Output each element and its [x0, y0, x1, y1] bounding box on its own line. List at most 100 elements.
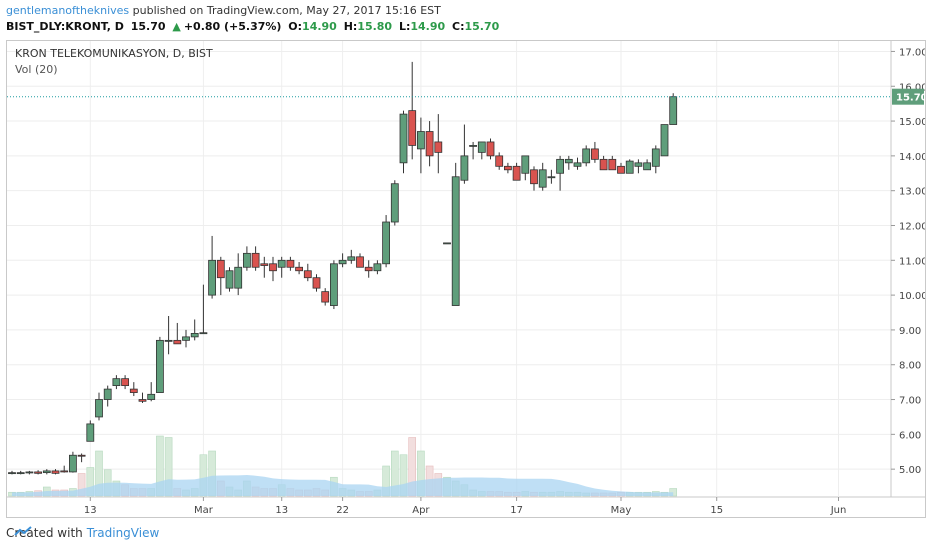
candles	[8, 61, 678, 475]
x-tick-label: 17	[510, 505, 523, 516]
candle-body	[495, 155, 504, 167]
candle-body	[173, 339, 182, 345]
candle-body	[634, 162, 643, 167]
y-tick-label: 16.00	[899, 82, 925, 93]
candle-body	[25, 471, 34, 474]
candle-body	[373, 263, 382, 272]
y-tick-label: 15.00	[899, 117, 925, 128]
candle-body	[147, 393, 156, 400]
close-value: 15.70	[464, 20, 500, 33]
candle-body	[617, 165, 625, 174]
y-tick-label: 5.00	[899, 465, 921, 476]
candle-body	[251, 252, 260, 268]
candle-body	[530, 169, 538, 185]
candle-body	[312, 277, 321, 289]
candle-body	[399, 113, 408, 164]
candle-body	[390, 183, 399, 223]
candle-body	[216, 259, 225, 279]
candle-body	[86, 423, 95, 442]
candle-body	[364, 266, 373, 272]
ohlc-line: BIST_DLY:KRONT, D 15.70 ▲ +0.80 (+5.37%) …	[6, 20, 502, 33]
chart-title: KRON TELEKOMUNIKASYON, D, BIST	[15, 47, 213, 60]
candle-body	[416, 131, 425, 150]
y-tick-label: 10.00	[899, 291, 925, 302]
last-price-label: 15.70	[896, 93, 925, 104]
symbol-label: BIST_DLY:KRONT, D	[6, 20, 124, 33]
candle-body	[538, 169, 547, 188]
created-with-text: Created with	[6, 526, 83, 540]
candle-body	[95, 399, 103, 418]
grid	[7, 41, 925, 498]
candle-body	[8, 472, 16, 475]
candle-body	[443, 242, 451, 245]
last-price-badge	[892, 88, 924, 105]
x-tick-label: May	[611, 505, 632, 516]
candle-body	[34, 471, 43, 474]
candle-body	[573, 162, 582, 167]
candle-body	[260, 263, 269, 266]
x-tick-label: Apr	[412, 505, 430, 516]
candle-body	[42, 470, 51, 474]
candle-body	[103, 388, 112, 400]
candle-body	[208, 259, 217, 296]
high-value: 15.80	[357, 20, 393, 33]
up-arrow-icon: ▲	[172, 20, 181, 33]
x-tick-label: 15	[710, 505, 723, 516]
chart-area[interactable]: 17.00 16.00 15.00 14.00 13.00 12.00 11.00 10.00…	[6, 40, 926, 518]
tradingview-brand[interactable]: TradingView	[86, 526, 160, 540]
candle-body	[460, 155, 469, 181]
candle-body	[347, 256, 356, 261]
candle-body	[582, 148, 591, 164]
author-link[interactable]: gentlemanoftheknives	[6, 4, 130, 17]
candle-body	[451, 176, 460, 306]
candle-body	[591, 148, 599, 160]
y-tick-label: 6.00	[899, 430, 921, 441]
candle-body	[338, 259, 347, 265]
volume-indicator-label: Vol (20)	[15, 63, 58, 76]
candle-body	[242, 252, 251, 268]
footer: Created with TradingView	[6, 526, 159, 540]
y-tick-label: 17.00	[899, 47, 925, 58]
candle-body	[434, 141, 443, 153]
candle-body	[182, 336, 190, 341]
candle-body	[625, 160, 634, 174]
x-axis[interactable]: 13 Mar 13 22 Apr 17 May 15 Jun	[84, 497, 846, 516]
y-tick-label: 9.00	[899, 326, 921, 337]
candle-body	[269, 263, 277, 272]
x-tick-label: Jun	[830, 505, 847, 516]
candle-body	[138, 399, 147, 402]
low-value: 14.90	[410, 20, 446, 33]
candle-body	[669, 96, 678, 125]
candle-body	[77, 454, 86, 457]
candle-body	[321, 291, 330, 303]
candle-body	[556, 158, 564, 174]
candle-body	[599, 158, 608, 171]
volume-ma-area	[12, 475, 674, 496]
open-value: 14.90	[302, 20, 337, 33]
candle-body	[155, 339, 164, 393]
candlestick-chart[interactable]: 17.00 16.00 15.00 14.00 13.00 12.00 11.00 10.00…	[7, 41, 925, 517]
tradingview-logo-icon	[14, 526, 32, 536]
candle-body	[329, 263, 338, 306]
y-tick-label: 7.00	[899, 396, 921, 407]
published-text: published on TradingView.com, May 27, 20…	[132, 4, 441, 17]
low-label: L:	[398, 20, 411, 33]
candle-body	[129, 388, 138, 393]
candle-body	[16, 472, 25, 475]
candle-body	[521, 155, 530, 174]
x-tick-label: 13	[84, 505, 97, 516]
candle-body	[234, 266, 243, 289]
y-axis[interactable]: 17.00 16.00 15.00 14.00 13.00 12.00 11.00 10.00…	[890, 41, 925, 497]
x-tick-label: Mar	[194, 505, 214, 516]
y-tick-label: 14.00	[899, 152, 925, 163]
candle-body	[425, 131, 434, 157]
x-tick-label: 22	[336, 505, 349, 516]
candle-body	[51, 470, 60, 474]
candle-body	[112, 378, 121, 387]
candle-body	[651, 148, 660, 167]
candle-body	[486, 141, 495, 157]
candle-body	[608, 158, 617, 171]
candle-body	[564, 158, 573, 164]
candle-body	[225, 270, 234, 289]
candle-body	[303, 270, 312, 279]
